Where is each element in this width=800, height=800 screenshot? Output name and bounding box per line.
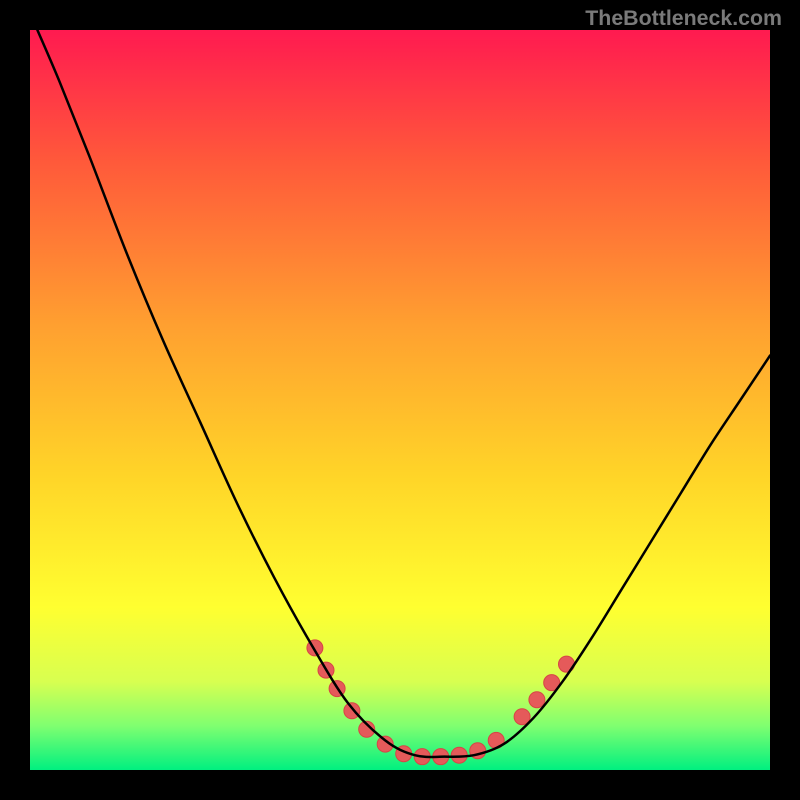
- gradient-background: [30, 30, 770, 770]
- watermark-text: TheBottleneck.com: [585, 6, 782, 31]
- curve-marker: [529, 692, 545, 708]
- plot-area: [30, 30, 770, 770]
- chart-frame: TheBottleneck.com: [0, 0, 800, 800]
